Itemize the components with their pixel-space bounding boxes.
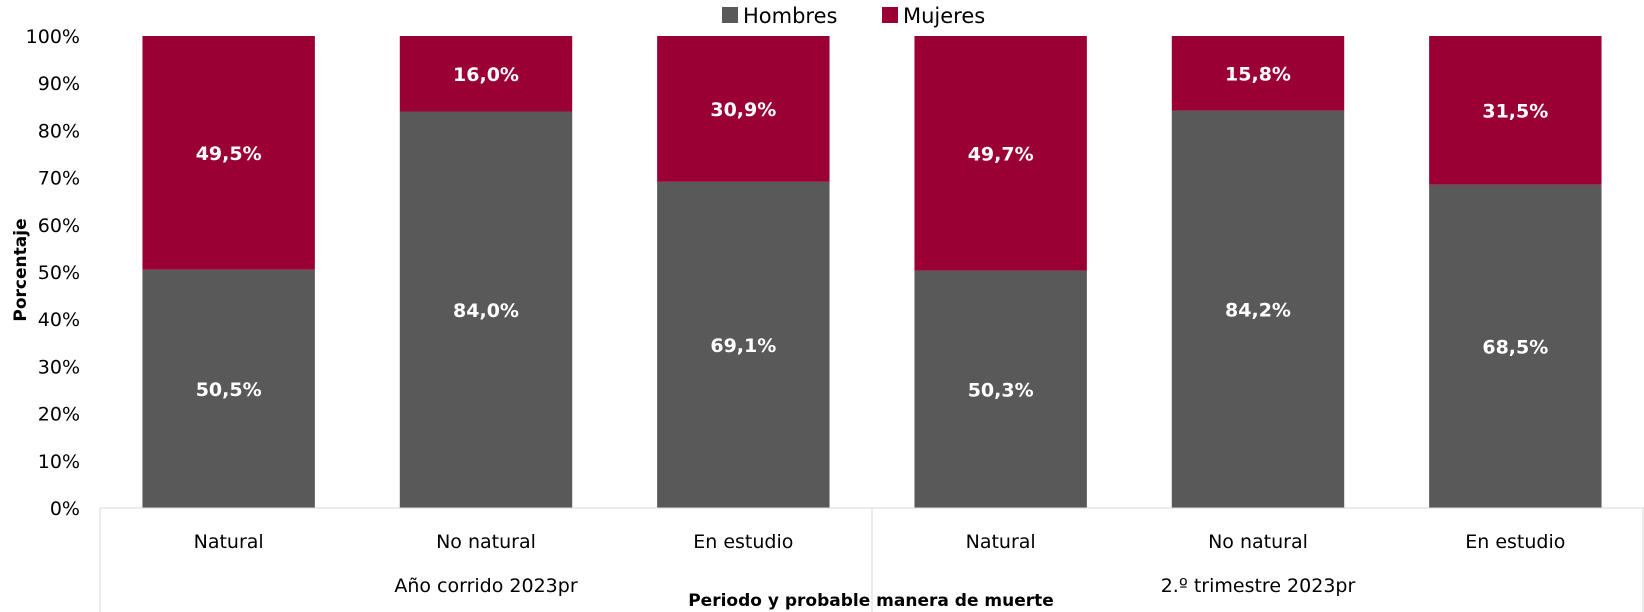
bar-mujeres	[399, 36, 573, 112]
data-label: 84,0%	[453, 300, 519, 322]
data-label: 31,5%	[1482, 100, 1548, 122]
bar-hombres	[1429, 184, 1602, 508]
y-axis-title: Porcentaje	[11, 218, 31, 321]
bar-mujeres	[1171, 36, 1345, 111]
bar-mujeres	[914, 36, 1087, 271]
legend-label-mujeres: Mujeres	[903, 4, 985, 28]
x-axis-title: Periodo y probable manera de muerte	[688, 591, 1054, 611]
category-label: Natural	[966, 531, 1036, 553]
data-label: 30,9%	[710, 99, 776, 121]
data-label: 84,2%	[1225, 299, 1291, 321]
data-label: 15,8%	[1225, 63, 1291, 85]
category-label: En estudio	[1465, 531, 1565, 553]
bar-hombres	[657, 181, 830, 508]
bar-hombres	[399, 111, 573, 509]
legend-label-hombres: Hombres	[743, 4, 837, 28]
bar-hombres	[914, 270, 1087, 508]
data-label: 50,5%	[196, 379, 262, 401]
y-tick-label: 10%	[38, 451, 80, 473]
y-tick-label: 40%	[38, 309, 80, 331]
group-label: Año corrido 2023pr	[394, 575, 577, 597]
legend-swatch-hombres	[722, 7, 738, 23]
x-axis: Natural No natural En estudio Natural No nat…	[99, 507, 1644, 612]
y-tick-label: 90%	[38, 73, 80, 95]
category-label: No natural	[436, 531, 536, 553]
y-tick-label: 60%	[38, 215, 80, 237]
bar-mujeres	[1429, 36, 1602, 185]
data-label: 16,0%	[453, 64, 519, 86]
bar-hombres	[142, 269, 315, 508]
data-label: 50,3%	[968, 379, 1034, 401]
y-tick-label: 50%	[38, 262, 80, 284]
y-axis: 0% 10% 20% 30% 40% 50% 60% 70% 80% 90% 100%	[26, 26, 80, 520]
y-tick-label: 30%	[38, 356, 80, 378]
y-tick-label: 100%	[26, 26, 80, 48]
bar-hombres	[1171, 110, 1345, 509]
data-label: 49,7%	[968, 143, 1034, 165]
category-label: No natural	[1208, 531, 1308, 553]
legend-swatch-mujeres	[882, 7, 898, 23]
group-label: 2.º trimestre 2023pr	[1161, 575, 1356, 597]
bar-mujeres	[657, 36, 830, 182]
y-tick-label: 80%	[38, 120, 80, 142]
data-label: 68,5%	[1482, 336, 1548, 358]
legend: Hombres Mujeres	[722, 4, 985, 28]
category-label: En estudio	[693, 531, 793, 553]
data-label: 69,1%	[710, 335, 776, 357]
bars: 50,5% 49,5% 84,0% 16,0% 69,1% 30,9% 50,3% 49,7%…	[142, 36, 1602, 509]
y-tick-label: 0%	[50, 498, 80, 520]
data-label: 49,5%	[196, 143, 262, 165]
bar-mujeres	[142, 36, 315, 270]
category-label: Natural	[194, 531, 264, 553]
y-tick-label: 20%	[38, 404, 80, 426]
y-tick-label: 70%	[38, 168, 80, 190]
